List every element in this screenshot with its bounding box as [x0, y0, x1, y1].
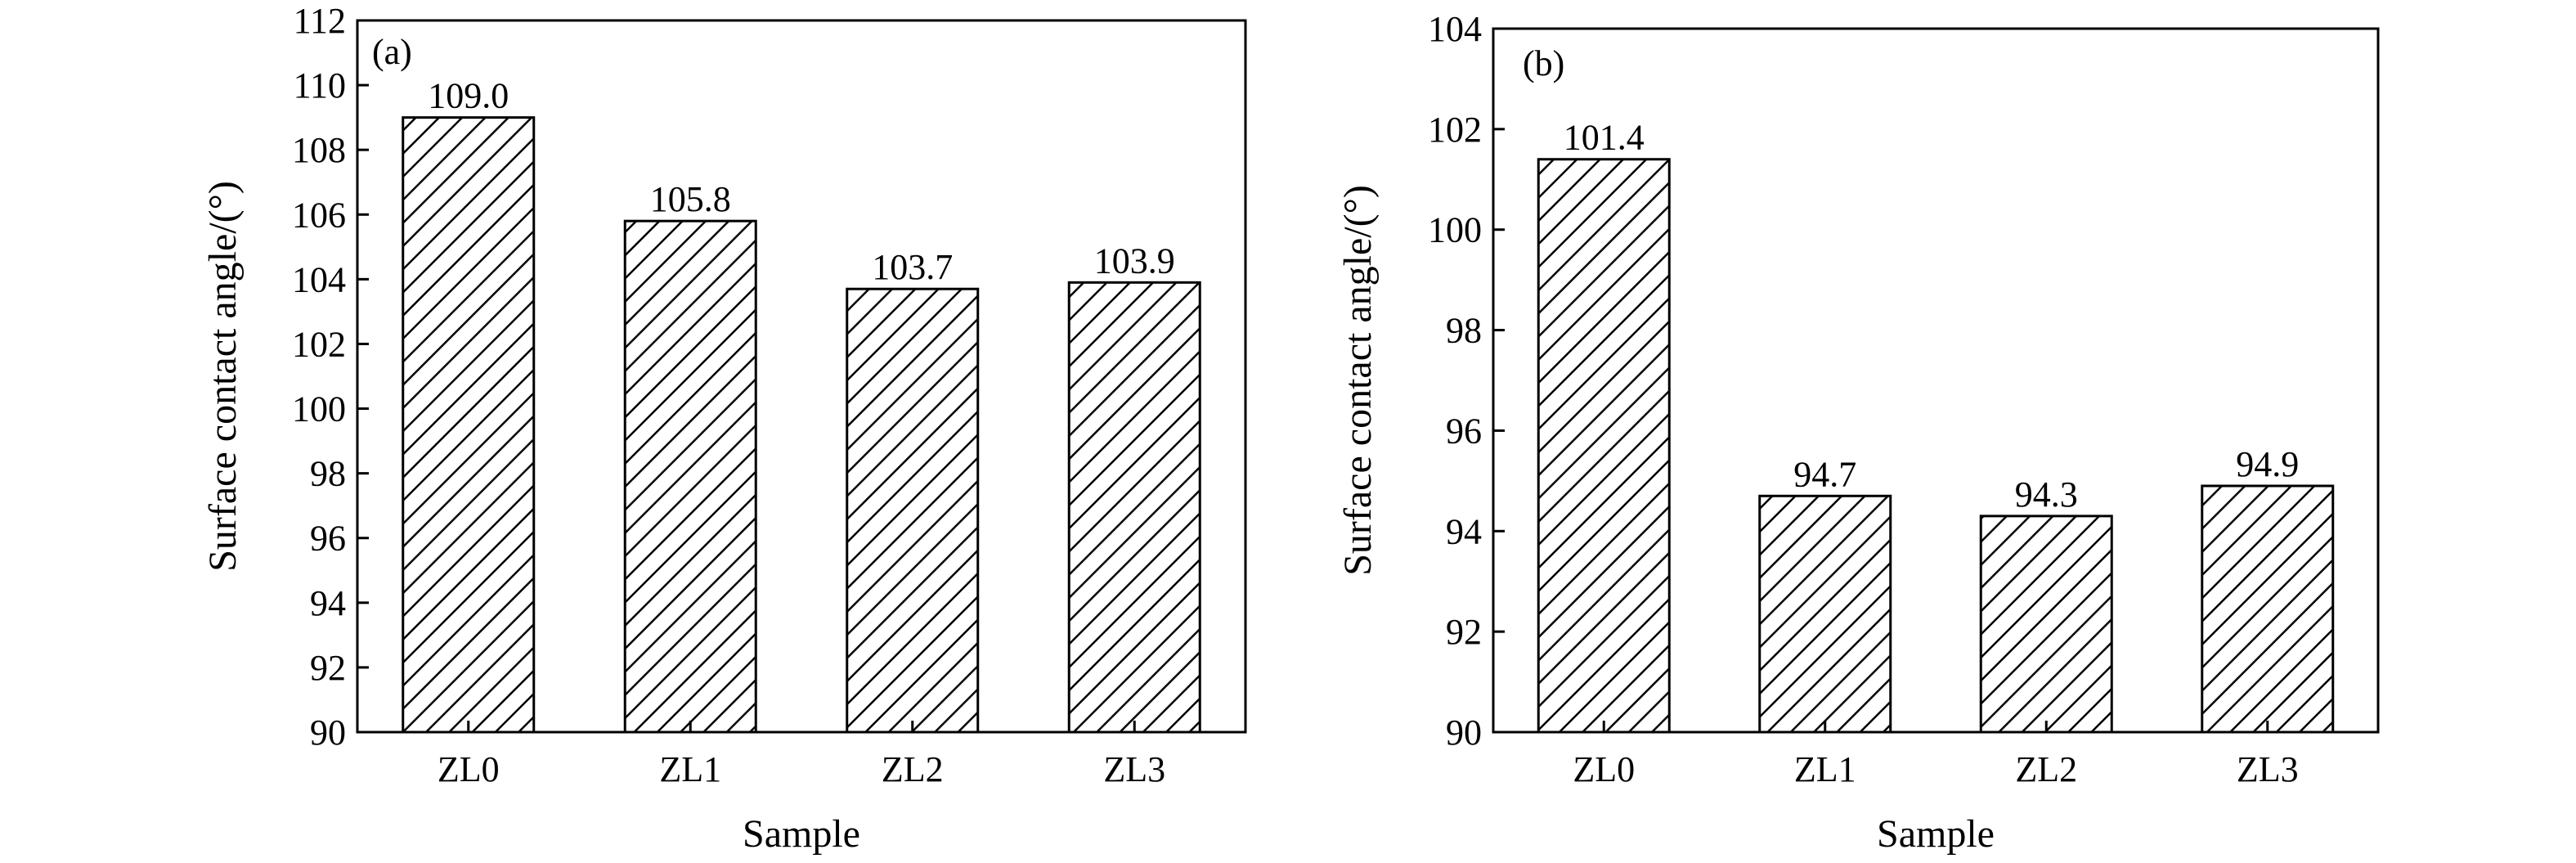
bar-zl3: [1067, 281, 1201, 734]
y-tick-label: 98: [1446, 311, 1482, 351]
x-tick-label: ZL3: [1103, 749, 1165, 789]
y-tick-label: 94: [310, 583, 346, 623]
bar-zl2: [846, 287, 980, 734]
x-tick-label: ZL3: [2237, 749, 2299, 789]
y-tick-label: 92: [1446, 612, 1482, 652]
y-tick-label: 104: [1428, 9, 1482, 49]
x-tick-label: ZL2: [2015, 749, 2077, 789]
bars: 101.4 94.7 94.3 94.9: [1537, 118, 2335, 734]
y-tick-label: 94: [1446, 511, 1482, 551]
panel-label: (a): [372, 32, 412, 72]
x-axis-title: Sample: [1877, 812, 1995, 856]
x-axis: ZL0 ZL1 ZL2 ZL3: [1573, 721, 2299, 789]
x-tick-label: ZL0: [1573, 749, 1635, 789]
value-label: 94.3: [2015, 474, 2078, 515]
y-tick-label: 90: [1446, 712, 1482, 753]
chart-panel-b: (b) 101.4 94.7 94.3 94.9 90 92 94 96 98 100 102 10…: [1336, 9, 2380, 856]
bar-zl2: [1979, 515, 2113, 734]
y-tick-label: 112: [294, 1, 346, 41]
y-tick-label: 100: [292, 389, 346, 429]
value-label: 101.4: [1564, 118, 1645, 158]
plot-frame: [356, 19, 1247, 734]
bar-zl3: [2201, 484, 2335, 734]
y-tick-label: 106: [292, 195, 346, 235]
panel-label: (b): [1523, 43, 1564, 83]
y-tick-label: 90: [310, 712, 346, 753]
value-label: 94.9: [2236, 444, 2299, 484]
x-tick-label: ZL0: [438, 749, 500, 789]
y-axis: 90 92 94 96 98 100 102 104: [1428, 9, 1505, 753]
bars: 109.0 105.8 103.7 103.9: [402, 76, 1201, 734]
y-tick-label: 102: [1428, 110, 1482, 150]
value-label: 103.9: [1094, 240, 1175, 281]
value-label: 94.7: [1793, 454, 1856, 494]
x-tick-label: ZL1: [659, 749, 721, 789]
x-tick-label: ZL2: [882, 749, 944, 789]
bar-zl1: [623, 219, 757, 734]
plot-frame: [1492, 27, 2380, 734]
x-tick-label: ZL1: [1794, 749, 1856, 789]
y-tick-label: 100: [1428, 210, 1482, 250]
bar-zl0: [1537, 158, 1671, 734]
y-tick-label: 104: [292, 259, 346, 299]
y-tick-label: 92: [310, 648, 346, 688]
value-label: 103.7: [872, 247, 953, 287]
y-axis: 90 92 94 96 98 100 102 104 106 108 110 112: [292, 1, 369, 753]
y-tick-label: 96: [1446, 411, 1482, 451]
y-axis-title: Surface contact angle/(°): [1336, 185, 1380, 576]
bar-zl0: [402, 116, 536, 734]
y-tick-label: 98: [310, 454, 346, 494]
y-axis-title: Surface contact angle/(°): [201, 181, 245, 572]
x-axis: ZL0 ZL1 ZL2 ZL3: [438, 721, 1165, 789]
value-label: 109.0: [428, 76, 509, 116]
y-tick-label: 110: [294, 65, 346, 106]
bar-zl1: [1758, 494, 1892, 734]
y-tick-label: 102: [292, 324, 346, 364]
value-label: 105.8: [650, 179, 731, 219]
y-tick-label: 108: [292, 130, 346, 170]
y-tick-label: 96: [310, 519, 346, 559]
x-axis-title: Sample: [743, 812, 860, 856]
chart-panel-a: (a) 109.0 105.8 103.7 103.9 90 92 94 96 98 100 10…: [201, 1, 1247, 856]
